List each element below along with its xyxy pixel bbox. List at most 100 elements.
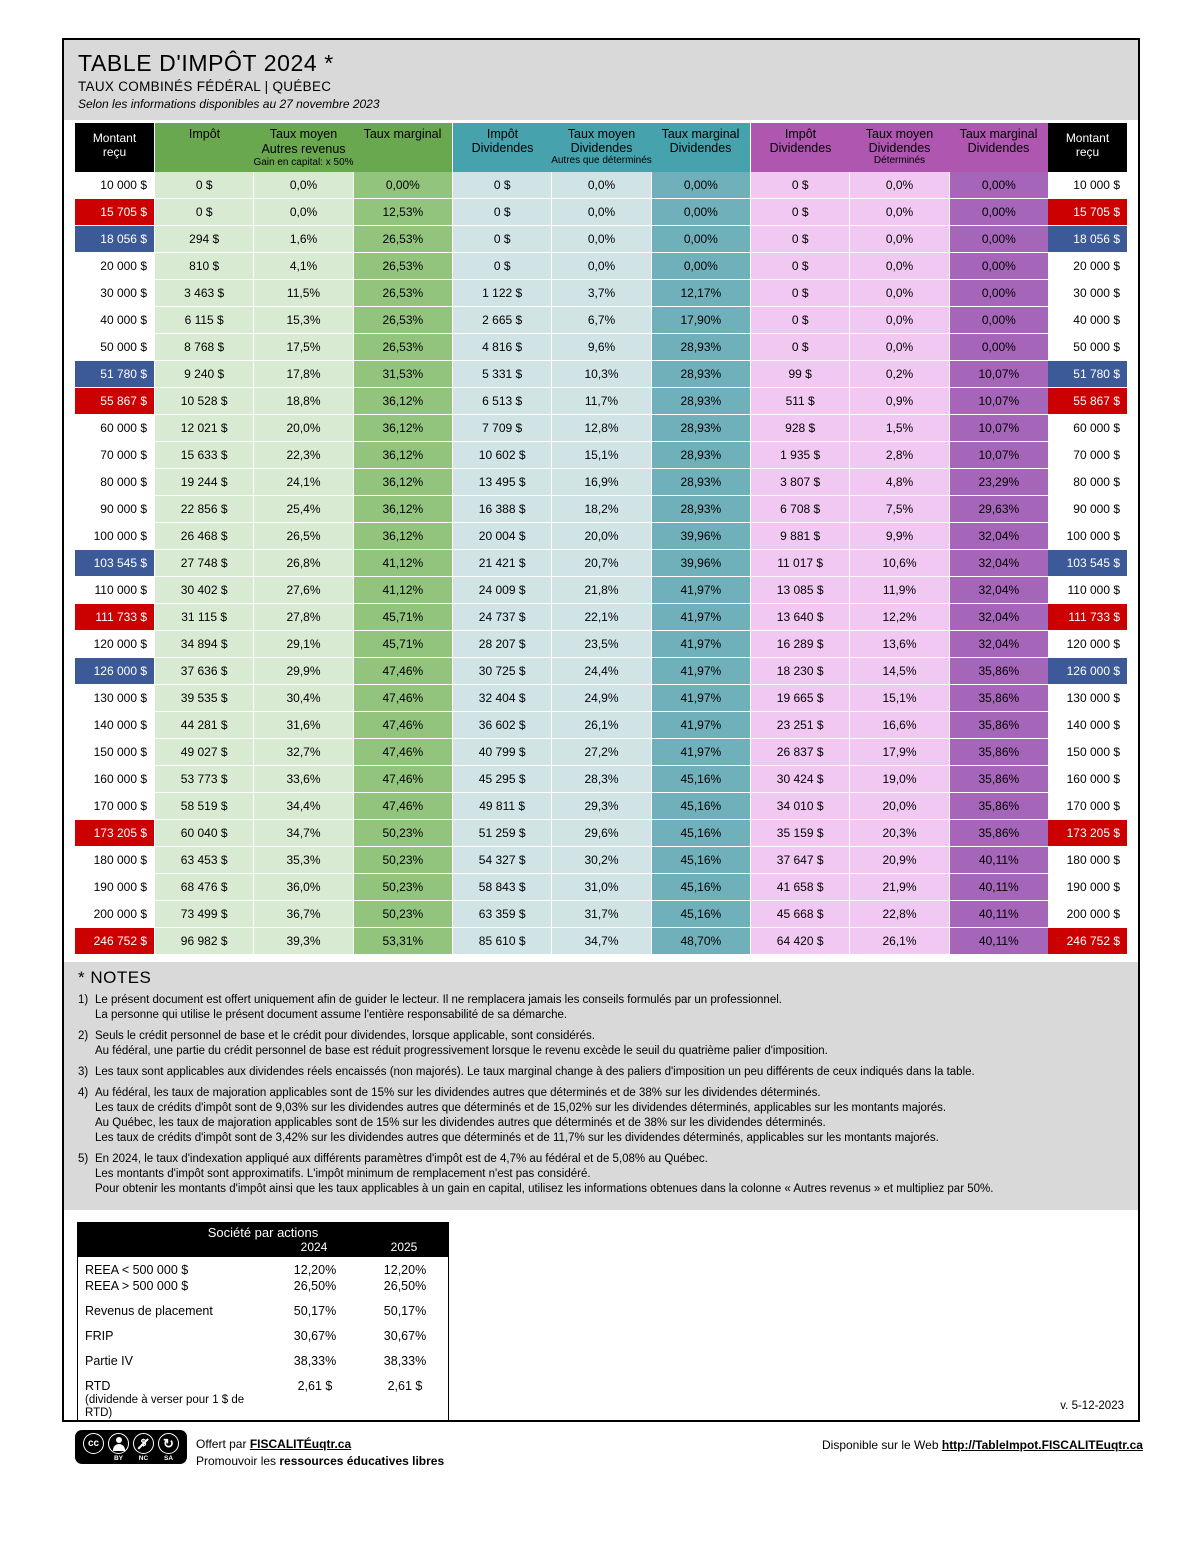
value-cell: 32,04% [948, 577, 1048, 604]
value-cell: 27 748 $ [154, 550, 254, 577]
value-cell: 13 085 $ [750, 577, 850, 604]
value-cell: 33,6% [253, 766, 353, 793]
value-cell: 15,1% [551, 442, 651, 469]
value-cell: 41,12% [352, 577, 452, 604]
promo-prefix-text: Promouvoir les [196, 1454, 277, 1468]
value-cell: 50,23% [352, 874, 452, 901]
corporation-row: Partie IV 38,33% 38,33% [78, 1353, 448, 1369]
column-header-line1: Taux moyen [269, 127, 338, 141]
table-row: 70 000 $15 633 $22,3% 36,12% 10 602 $15,1%… [75, 442, 1127, 469]
amount-cell-right: 51 780 $ [1048, 361, 1127, 388]
value-cell: 17,5% [253, 334, 353, 361]
amount-cell-right: 80 000 $ [1048, 469, 1127, 496]
value-cell: 0,00% [650, 253, 750, 280]
cc-license-badge[interactable]: cc $ ↻ BY NC SA [75, 1430, 187, 1464]
value-cell: 0 $ [750, 172, 850, 199]
corporation-value-2025: 38,33% [383, 1354, 427, 1368]
value-cell: 40,11% [948, 901, 1048, 928]
value-cell: 26,1% [551, 712, 651, 739]
table-impot-link[interactable]: http://TableImpot.FISCALITEuqtr.ca [941, 1438, 1143, 1452]
group-label: Gain en capital: x 50% [253, 157, 354, 168]
value-cell: 0,0% [849, 334, 949, 361]
value-cell: 20,7% [551, 550, 651, 577]
value-cell: 4,1% [253, 253, 353, 280]
tax-table-body: 10 000 $0 $0,0% 0,00% 0 $0,0% 0,00% 0 $0,0% 0… [75, 172, 1127, 955]
value-cell: 28,93% [650, 388, 750, 415]
corporation-row-label-cell: Partie IV [78, 1353, 270, 1369]
value-cell: 41,97% [650, 685, 750, 712]
value-cell: 12,53% [352, 199, 452, 226]
value-cell: 3,7% [551, 280, 651, 307]
amount-cell-right: 190 000 $ [1048, 874, 1127, 901]
fiscalite-link[interactable]: FISCALITÉuqtr.ca [249, 1437, 352, 1451]
value-cell: 14,5% [849, 658, 949, 685]
value-cell: 29,1% [253, 631, 353, 658]
amount-cell-left: 130 000 $ [75, 685, 154, 712]
amount-cell-right: 20 000 $ [1048, 253, 1127, 280]
amount-cell-left: 100 000 $ [75, 523, 154, 550]
table-row: 140 000 $44 281 $31,6% 47,46% 36 602 $26,1… [75, 712, 1127, 739]
table-row: 80 000 $19 244 $24,1% 36,12% 13 495 $16,9%… [75, 469, 1127, 496]
value-cell: 21,9% [849, 874, 949, 901]
value-cell: 28,93% [650, 442, 750, 469]
value-cell: 10,6% [849, 550, 949, 577]
amount-cell-left: 40 000 $ [75, 307, 154, 334]
note-item: 3) Les taux sont applicables aux dividend… [78, 1065, 1124, 1080]
value-cell: 0,00% [650, 172, 750, 199]
value-cell: 45,16% [650, 793, 750, 820]
amount-cell-left: 20 000 $ [75, 253, 154, 280]
note-item: 1) Le présent document est offert uniquem… [78, 993, 1124, 1023]
amount-cell-right: 246 752 $ [1048, 928, 1127, 955]
column-header: Taux moyen Dividendes [552, 127, 651, 155]
value-cell: 0,0% [849, 226, 949, 253]
value-cell: 35,86% [948, 820, 1048, 847]
corporation-value-2024: 38,33% [293, 1354, 337, 1368]
credit-block: Offert par FISCALITÉuqtr.ca Promouvoir l… [196, 1436, 444, 1470]
column-header: Impôt Dividendes [751, 127, 850, 155]
amount-cell-right: 103 545 $ [1048, 550, 1127, 577]
value-cell: 0 $ [750, 226, 850, 253]
amount-cell-right: 173 205 $ [1048, 820, 1127, 847]
value-cell: 36,12% [352, 388, 452, 415]
value-cell: 41 658 $ [750, 874, 850, 901]
value-cell: 23 251 $ [750, 712, 850, 739]
table-row: 10 000 $0 $0,0% 0,00% 0 $0,0% 0,00% 0 $0,0% 0… [75, 172, 1127, 199]
table-row: 126 000 $37 636 $29,9% 47,46% 30 725 $24,4… [75, 658, 1127, 685]
value-cell: 0,00% [948, 334, 1048, 361]
value-cell: 45,71% [352, 604, 452, 631]
value-cell: 63 453 $ [154, 847, 254, 874]
corporation-row-label-cell: FRIP [78, 1328, 270, 1344]
value-cell: 10,07% [948, 415, 1048, 442]
value-cell: 12,8% [551, 415, 651, 442]
value-cell: 0,00% [948, 307, 1048, 334]
table-row: 200 000 $73 499 $36,7% 50,23% 63 359 $31,7… [75, 901, 1127, 928]
value-cell: 15,3% [253, 307, 353, 334]
amount-cell-right: 100 000 $ [1048, 523, 1127, 550]
corporation-value-2025: 12,20% [383, 1263, 427, 1277]
value-cell: 26,5% [253, 523, 353, 550]
value-cell: 30 402 $ [154, 577, 254, 604]
value-cell: 50,23% [352, 820, 452, 847]
column-header: Taux marginal Dividendes [949, 127, 1048, 155]
amount-cell-left: 180 000 $ [75, 847, 154, 874]
year-header-2024: 2024 [300, 1240, 328, 1254]
value-cell: 294 $ [154, 226, 254, 253]
value-cell: 928 $ [750, 415, 850, 442]
corporation-row-label: FRIP [85, 1329, 114, 1343]
value-cell: 10 602 $ [452, 442, 552, 469]
value-cell: 7 709 $ [452, 415, 552, 442]
value-cell: 0 $ [452, 172, 552, 199]
corporation-value-2024: 2,61 $ [297, 1379, 333, 1393]
promo-bold-text: ressources éducatives libres [279, 1454, 445, 1468]
value-cell: 24,9% [551, 685, 651, 712]
amount-cell-right: 111 733 $ [1048, 604, 1127, 631]
value-cell: 22 856 $ [154, 496, 254, 523]
value-cell: 48,70% [650, 928, 750, 955]
value-cell: 28 207 $ [452, 631, 552, 658]
value-cell: 39 535 $ [154, 685, 254, 712]
group-label: Autres que déterminés [551, 155, 652, 166]
value-cell: 18,8% [253, 388, 353, 415]
corporation-row: REEA > 500 000 $ 26,50% 26,50% [78, 1278, 448, 1294]
amount-cell-left: 173 205 $ [75, 820, 154, 847]
page-title: TABLE D'IMPÔT 2024 * [78, 50, 334, 76]
